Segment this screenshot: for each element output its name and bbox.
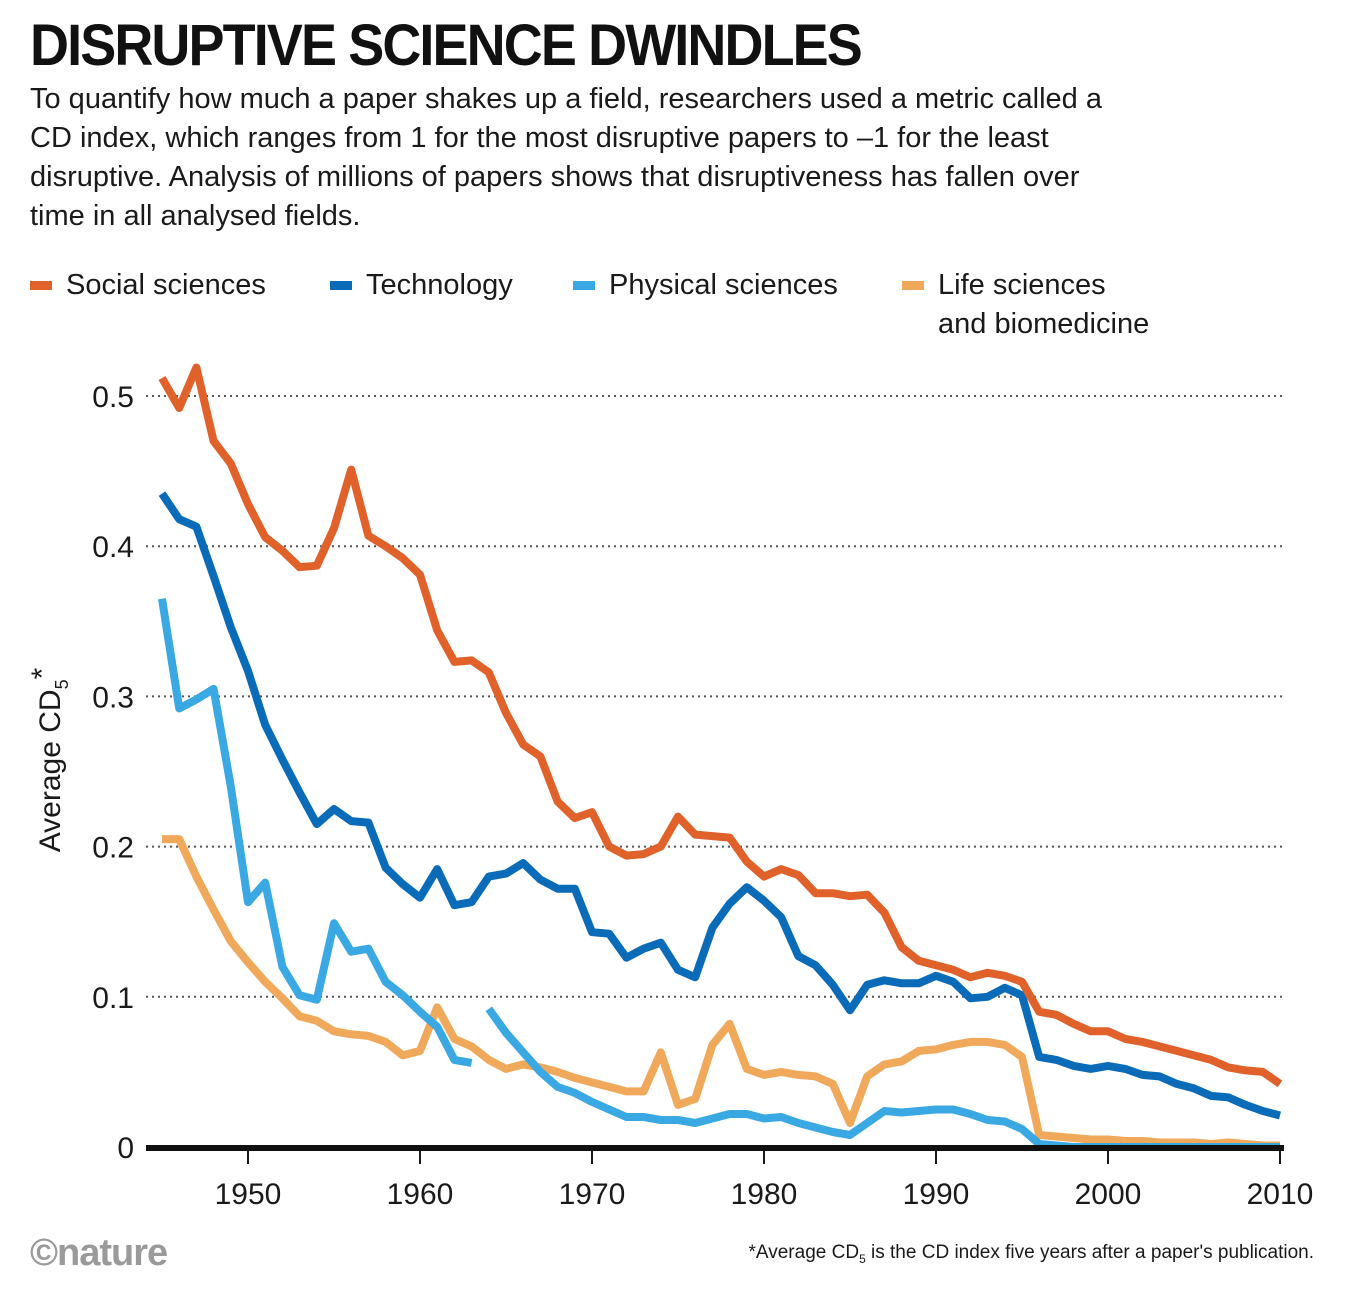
x-tick-label: 1950 — [215, 1178, 282, 1211]
legend-item-life-sciences: Life sciences and biomedicine — [902, 266, 1149, 344]
x-tick-label: 1990 — [903, 1178, 970, 1211]
nature-logo: ©nature — [30, 1232, 168, 1274]
y-tick-label: 0.2 — [92, 832, 134, 865]
footnote-prefix: *Average CD — [748, 1242, 860, 1263]
series-line-life-sciences-and-biomedicine — [162, 835, 1280, 1150]
y-axis-label: Average CD5* — [26, 667, 72, 852]
legend-swatch-life-sciences — [902, 281, 924, 290]
series-line-social-sciences — [158, 363, 1283, 1088]
chart-subtitle: To quantify how much a paper shakes up a… — [30, 83, 1102, 232]
y-axis-ticks: 0 0.1 0.2 0.3 0.4 0.5 — [92, 381, 134, 1165]
legend-label-physical-sciences: Physical sciences — [609, 269, 838, 301]
footnote: *Average CD5 is the CD index five years … — [749, 1242, 1314, 1266]
x-tick-label: 2000 — [1075, 1178, 1142, 1211]
legend-swatch-social-sciences — [30, 281, 52, 290]
footnote-subscript: 5 — [859, 1251, 866, 1266]
series-line-physical-sciences — [158, 598, 473, 1067]
y-axis-label-text: Average CD5* — [26, 667, 72, 852]
x-tick-label: 1980 — [731, 1178, 798, 1211]
legend-item-physical-sciences: Physical sciences — [573, 266, 838, 305]
x-tick-label: 1970 — [559, 1178, 626, 1211]
y-tick-label: 0.4 — [92, 531, 134, 564]
x-tick-label: 2010 — [1247, 1178, 1314, 1211]
series-lines — [158, 363, 1283, 1151]
legend-item-technology: Technology — [330, 266, 513, 305]
x-tick-label: 1960 — [387, 1178, 454, 1211]
gridlines — [146, 395, 1284, 998]
legend-label-technology: Technology — [366, 269, 513, 301]
y-tick-label: 0.5 — [92, 381, 134, 414]
legend: Social sciences Technology Physical scie… — [30, 266, 1330, 346]
series-line-technology — [158, 491, 1282, 1120]
y-tick-label: 0.3 — [92, 681, 134, 714]
legend-swatch-physical-sciences — [573, 281, 595, 290]
footnote-suffix: is the CD index five years after a paper… — [865, 1242, 1314, 1263]
legend-label-social-sciences: Social sciences — [66, 269, 266, 301]
legend-item-social-sciences: Social sciences — [30, 266, 266, 305]
y-tick-label: 0 — [117, 1132, 134, 1165]
legend-label-life-sciences: Life sciences and biomedicine — [938, 269, 1150, 340]
legend-swatch-technology — [330, 281, 352, 290]
x-axis-ticks: 1950 1960 1970 1980 1990 2000 2010 — [215, 1150, 1314, 1211]
y-tick-label: 0.1 — [92, 982, 134, 1015]
chart-title: DISRUPTIVE SCIENCE DWINDLES — [30, 13, 863, 78]
